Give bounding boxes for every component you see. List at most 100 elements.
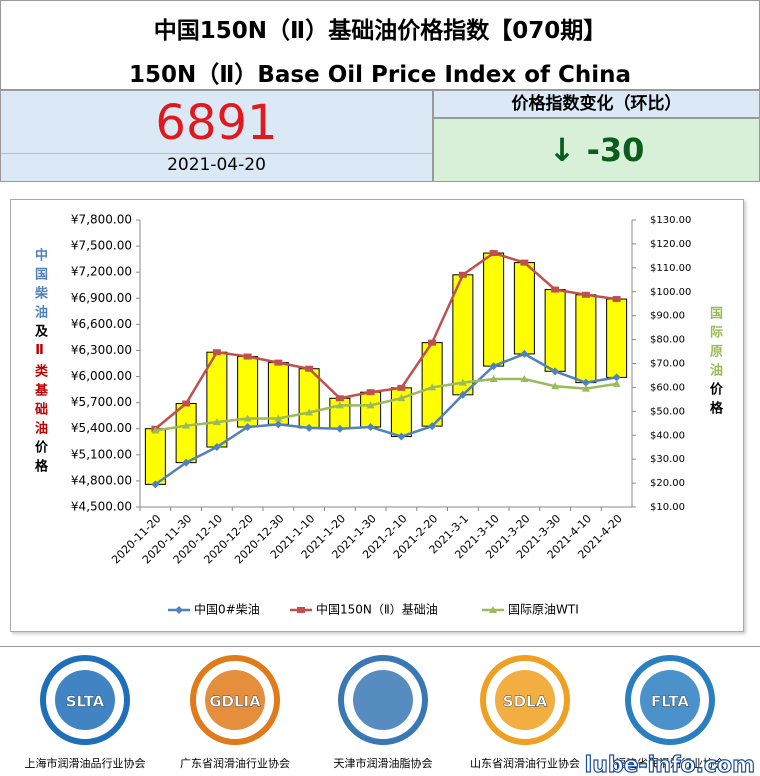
logo-mark: GDLIA xyxy=(209,693,261,711)
point xyxy=(581,378,590,387)
y-tick-label: ¥6,000.00 xyxy=(71,369,132,383)
point xyxy=(520,259,529,266)
title-cn: 中国150N（Ⅱ）基础油价格指数【070期】 xyxy=(153,18,607,44)
y2-tick-label: $30.00 xyxy=(650,454,685,465)
logo-caption: 山东省润滑油行业协会 xyxy=(470,756,580,770)
y2-tick-label: $50.00 xyxy=(650,406,685,417)
point xyxy=(489,362,498,371)
index-value: 6891 xyxy=(155,95,278,151)
point xyxy=(612,296,621,303)
legend-label: 中国0#柴油 xyxy=(194,602,260,617)
point xyxy=(458,271,467,278)
legend-label: 中国150N（Ⅱ）基础油 xyxy=(316,602,438,617)
price-gap-bar xyxy=(298,368,320,429)
axis-label-part: Ⅱ类基础油 xyxy=(32,343,47,440)
y-tick-label: ¥7,200.00 xyxy=(71,265,132,279)
point xyxy=(182,458,191,467)
point xyxy=(243,414,252,422)
point xyxy=(428,339,437,346)
logo-caption: 天津市润滑油脂协会 xyxy=(334,756,433,770)
legend-label: 国际原油WTI xyxy=(508,603,579,617)
point xyxy=(551,286,560,293)
point xyxy=(489,375,498,383)
point xyxy=(305,408,314,416)
y-tick-label: ¥5,700.00 xyxy=(71,395,132,409)
axis-label-part: 价格 xyxy=(32,440,47,478)
axis-label-part: 国际原油 xyxy=(707,306,722,382)
y-tick-label: ¥7,800.00 xyxy=(71,213,132,227)
point xyxy=(151,480,160,489)
point xyxy=(366,422,375,431)
chart: ¥4,500.00 ¥4,800.00 ¥5,100.00 ¥5,400.00 ¥5,7… xyxy=(71,213,691,617)
point xyxy=(335,395,344,402)
y-axis-label: 中国柴油及Ⅱ类基础油价格 xyxy=(32,248,47,478)
y2-tick-label: $120.00 xyxy=(650,239,691,250)
series-line xyxy=(154,251,617,430)
chart-frame xyxy=(10,199,744,632)
point xyxy=(335,401,344,409)
point xyxy=(458,378,467,386)
point xyxy=(489,250,498,257)
point xyxy=(274,414,283,422)
point xyxy=(428,422,437,431)
logos: SLTA 上海市润滑油品行业协会 GDLIA 广东省润滑油行业协会 天津市润滑油脂协会 S… xyxy=(25,655,756,776)
price-gap-bar xyxy=(483,252,505,367)
price-gap-bar xyxy=(575,294,597,384)
y2-axis-label: 国际原油价格 xyxy=(707,306,722,420)
axis-label-part: 及 xyxy=(32,324,47,343)
y-tick-label: ¥6,900.00 xyxy=(71,291,132,305)
point xyxy=(243,353,252,360)
point xyxy=(212,418,221,426)
series-line xyxy=(155,377,617,432)
point xyxy=(182,421,191,429)
point xyxy=(458,390,467,399)
point xyxy=(243,422,252,431)
logo-caption: 广东省润滑油行业协会 xyxy=(180,756,290,770)
point xyxy=(489,606,497,613)
y2-tick-label: $70.00 xyxy=(650,359,685,370)
point xyxy=(428,383,437,391)
point xyxy=(397,394,406,402)
y-tick-label: ¥5,400.00 xyxy=(71,421,132,435)
point xyxy=(366,401,375,409)
point xyxy=(274,359,283,366)
point xyxy=(274,420,283,429)
title-en: 150N（Ⅱ）Base Oil Price Index of China xyxy=(128,62,632,88)
point xyxy=(297,607,305,613)
logo-core xyxy=(353,670,413,730)
price-gap-bar xyxy=(360,391,382,428)
logo-core xyxy=(640,670,700,730)
y-tick-label: ¥4,500.00 xyxy=(71,500,132,514)
point xyxy=(581,291,590,298)
logo-mark: SDLA xyxy=(503,693,548,711)
point xyxy=(551,382,560,390)
price-gap-bar xyxy=(144,428,166,485)
point xyxy=(305,365,314,372)
change-value: ↓ -30 xyxy=(433,118,760,182)
y2-tick-label: $90.00 xyxy=(650,311,685,322)
point xyxy=(520,349,529,358)
y-tick-label: ¥6,600.00 xyxy=(71,317,132,331)
y2-tick-label: $10.00 xyxy=(650,502,685,513)
point xyxy=(366,389,375,396)
point xyxy=(612,379,621,387)
y-tick-label: ¥7,500.00 xyxy=(71,239,132,253)
y2-tick-label: $40.00 xyxy=(650,430,685,441)
price-gap-bar xyxy=(606,298,628,378)
y2-tick-label: $60.00 xyxy=(650,382,685,393)
price-gap-bar xyxy=(513,262,535,355)
logo-core xyxy=(55,670,115,730)
y2-tick-label: $100.00 xyxy=(650,287,691,298)
y2-tick-label: $80.00 xyxy=(650,335,685,346)
axis-label-part: 价格 xyxy=(707,382,722,420)
series-line xyxy=(154,352,617,486)
axis-label-part: 中国柴油 xyxy=(32,248,47,324)
logo-core xyxy=(205,670,265,730)
point xyxy=(397,432,406,441)
point xyxy=(520,375,529,383)
y2-tick-label: $20.00 xyxy=(650,478,685,489)
index-box: 6891 2021-04-20 xyxy=(0,90,433,182)
index-date: 2021-04-20 xyxy=(1,153,432,176)
logo-strip xyxy=(0,646,760,776)
